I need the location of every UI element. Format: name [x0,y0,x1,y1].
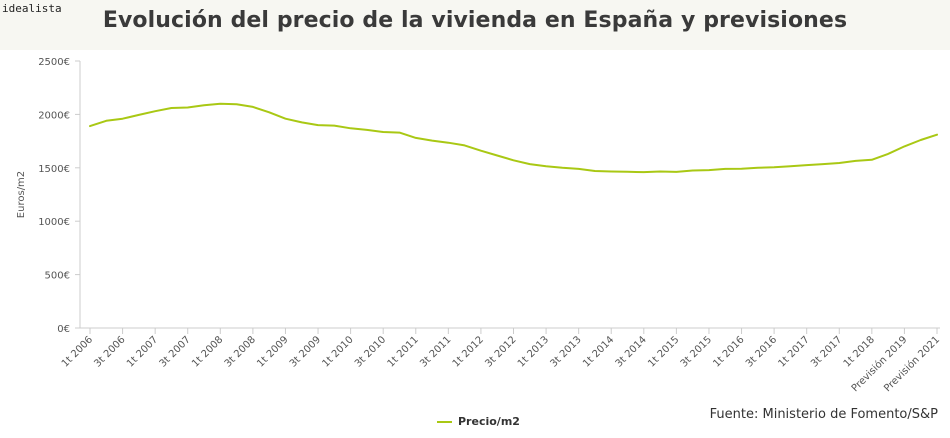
legend-label: Precio/m2 [458,415,520,428]
chart-title: Evolución del precio de la vivienda en E… [102,8,848,33]
idealista-logo: idealista [2,2,62,15]
y-tick-label: 1000€ [38,217,70,228]
y-tick-label: 2500€ [38,57,70,68]
x-tick-label: 3t 2013 [548,334,583,369]
x-tick-label: 1t 2017 [777,334,812,369]
x-tick-label: 1t 2012 [451,334,486,369]
x-tick-label: 3t 2011 [418,334,453,369]
series-line-precio-m2 [89,102,938,174]
x-tick-label: 1t 2008 [190,334,225,369]
x-tick-label: 1t 2010 [320,334,355,369]
y-tick-label: 500€ [45,271,70,282]
x-tick-label: Previsión 2021 [882,334,943,395]
x-tick-label: 3t 2008 [223,334,258,369]
x-tick-label: 1t 2014 [581,334,616,369]
source-note: Fuente: Ministerio de Fomento/S&P [709,407,938,422]
x-tick-label: 3t 2012 [483,334,518,369]
x-tick-label: 1t 2011 [386,334,421,369]
y-tick-label: 0€ [57,324,70,335]
x-tick-label: 3t 2010 [353,334,388,369]
x-tick-label: 1t 2013 [516,334,551,369]
y-tick-label: 1500€ [38,164,70,175]
x-tick-label: 3t 2006 [92,334,127,369]
header-band [0,0,950,50]
y-tick-label: 2000€ [38,110,70,121]
x-tick-label: 1t 2006 [60,334,95,369]
x-tick-label: 3t 2007 [158,334,193,369]
x-tick-label: 1t 2007 [125,334,160,369]
y-axis-title: Euros/m2 [16,171,27,218]
legend[interactable]: Precio/m2 [437,415,520,428]
x-tick-label: 1t 2015 [646,334,681,369]
x-tick-label: 3t 2017 [809,334,844,369]
x-tick-label: 3t 2016 [744,334,779,369]
x-tick-label: 3t 2009 [288,334,323,369]
x-tick-label: 3t 2015 [679,334,714,369]
legend-swatch [437,420,452,423]
x-tick-label: 3t 2014 [614,334,649,369]
x-tick-label: Previsión 2019 [849,334,910,395]
x-tick-label: 1t 2009 [255,334,290,369]
x-tick-label: 1t 2016 [711,334,746,369]
